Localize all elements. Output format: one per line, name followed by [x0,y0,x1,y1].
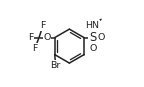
Text: S: S [89,31,96,44]
Text: O: O [43,33,51,42]
Text: F: F [40,21,46,30]
Text: Br: Br [50,61,61,70]
Text: F: F [28,33,33,42]
Text: O: O [98,33,105,42]
Text: F: F [32,44,37,53]
Text: O: O [89,44,96,53]
Text: HN: HN [85,21,99,30]
